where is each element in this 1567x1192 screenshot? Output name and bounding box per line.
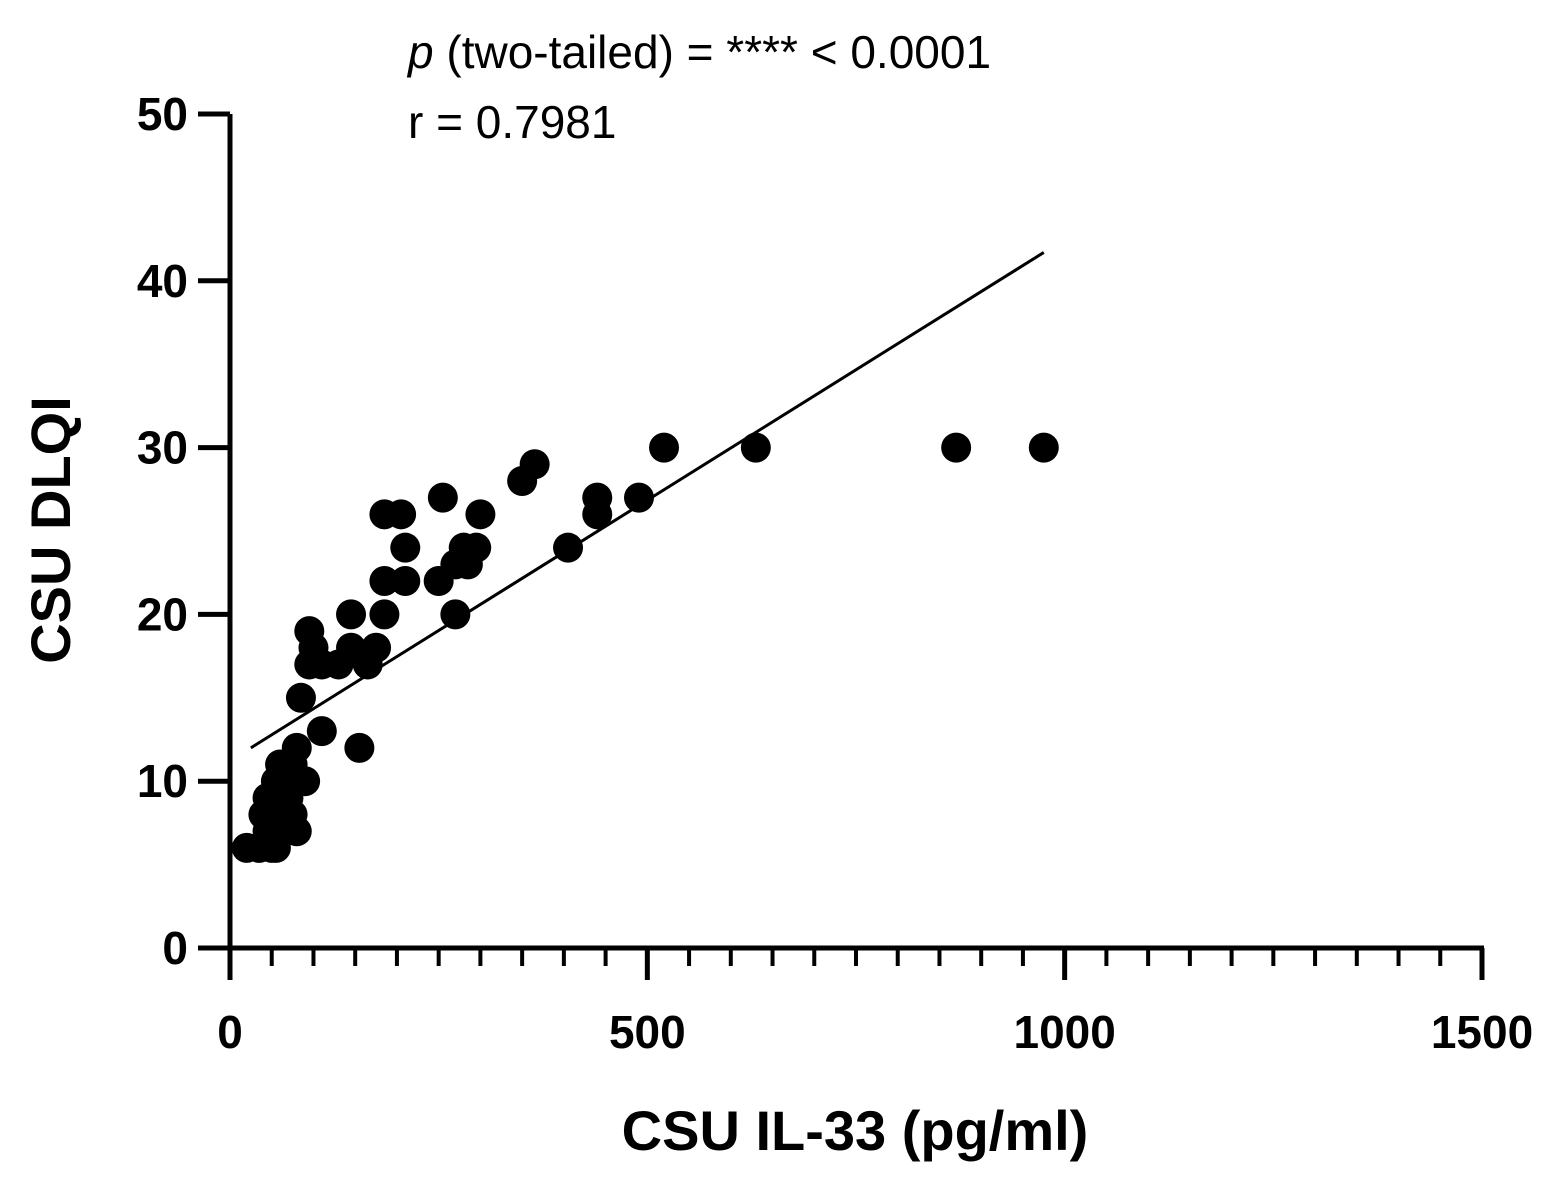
data-point	[390, 566, 421, 597]
y-tick-label: 30	[137, 422, 188, 474]
data-point	[390, 532, 421, 563]
x-tick-label: 0	[217, 1006, 243, 1058]
y-tick-label: 0	[162, 922, 188, 974]
y-axis-title: CSU DLQI	[19, 396, 82, 664]
x-tick-label: 1500	[1431, 1006, 1533, 1058]
p-value-text: (two-tailed) = **** < 0.0001	[434, 26, 991, 78]
data-point	[519, 449, 550, 480]
data-point	[465, 499, 496, 530]
data-point	[740, 432, 771, 463]
data-point	[285, 682, 316, 713]
y-tick-label: 10	[137, 755, 188, 807]
r-value-annotation: r = 0.7981	[408, 96, 616, 148]
data-point	[649, 432, 680, 463]
y-tick-label: 50	[137, 88, 188, 140]
statistics-annotation: p (two-tailed) = **** < 0.0001 r = 0.798…	[406, 26, 991, 148]
p-symbol: p	[406, 26, 434, 78]
data-point	[369, 599, 400, 630]
data-point	[440, 599, 471, 630]
data-point	[582, 482, 613, 513]
y-tick-label: 20	[137, 588, 188, 640]
x-tick-label: 500	[609, 1006, 686, 1058]
data-point	[294, 616, 325, 647]
data-point	[306, 716, 337, 747]
y-tick-label: 40	[137, 255, 188, 307]
data-point	[941, 432, 972, 463]
data-point	[427, 482, 458, 513]
data-point	[281, 732, 312, 763]
data-point	[344, 732, 375, 763]
data-point	[361, 632, 392, 663]
data-point	[553, 532, 584, 563]
p-value-annotation: p (two-tailed) = **** < 0.0001	[406, 26, 991, 78]
x-tick-label: 1000	[1013, 1006, 1115, 1058]
data-point	[623, 482, 654, 513]
data-point	[336, 599, 367, 630]
data-point	[1028, 432, 1059, 463]
data-point	[386, 499, 417, 530]
data-point	[369, 566, 400, 597]
data-points	[231, 432, 1059, 863]
data-point	[336, 632, 367, 663]
data-point	[461, 532, 492, 563]
x-axis-title: CSU IL-33 (pg/ml)	[622, 1099, 1089, 1162]
